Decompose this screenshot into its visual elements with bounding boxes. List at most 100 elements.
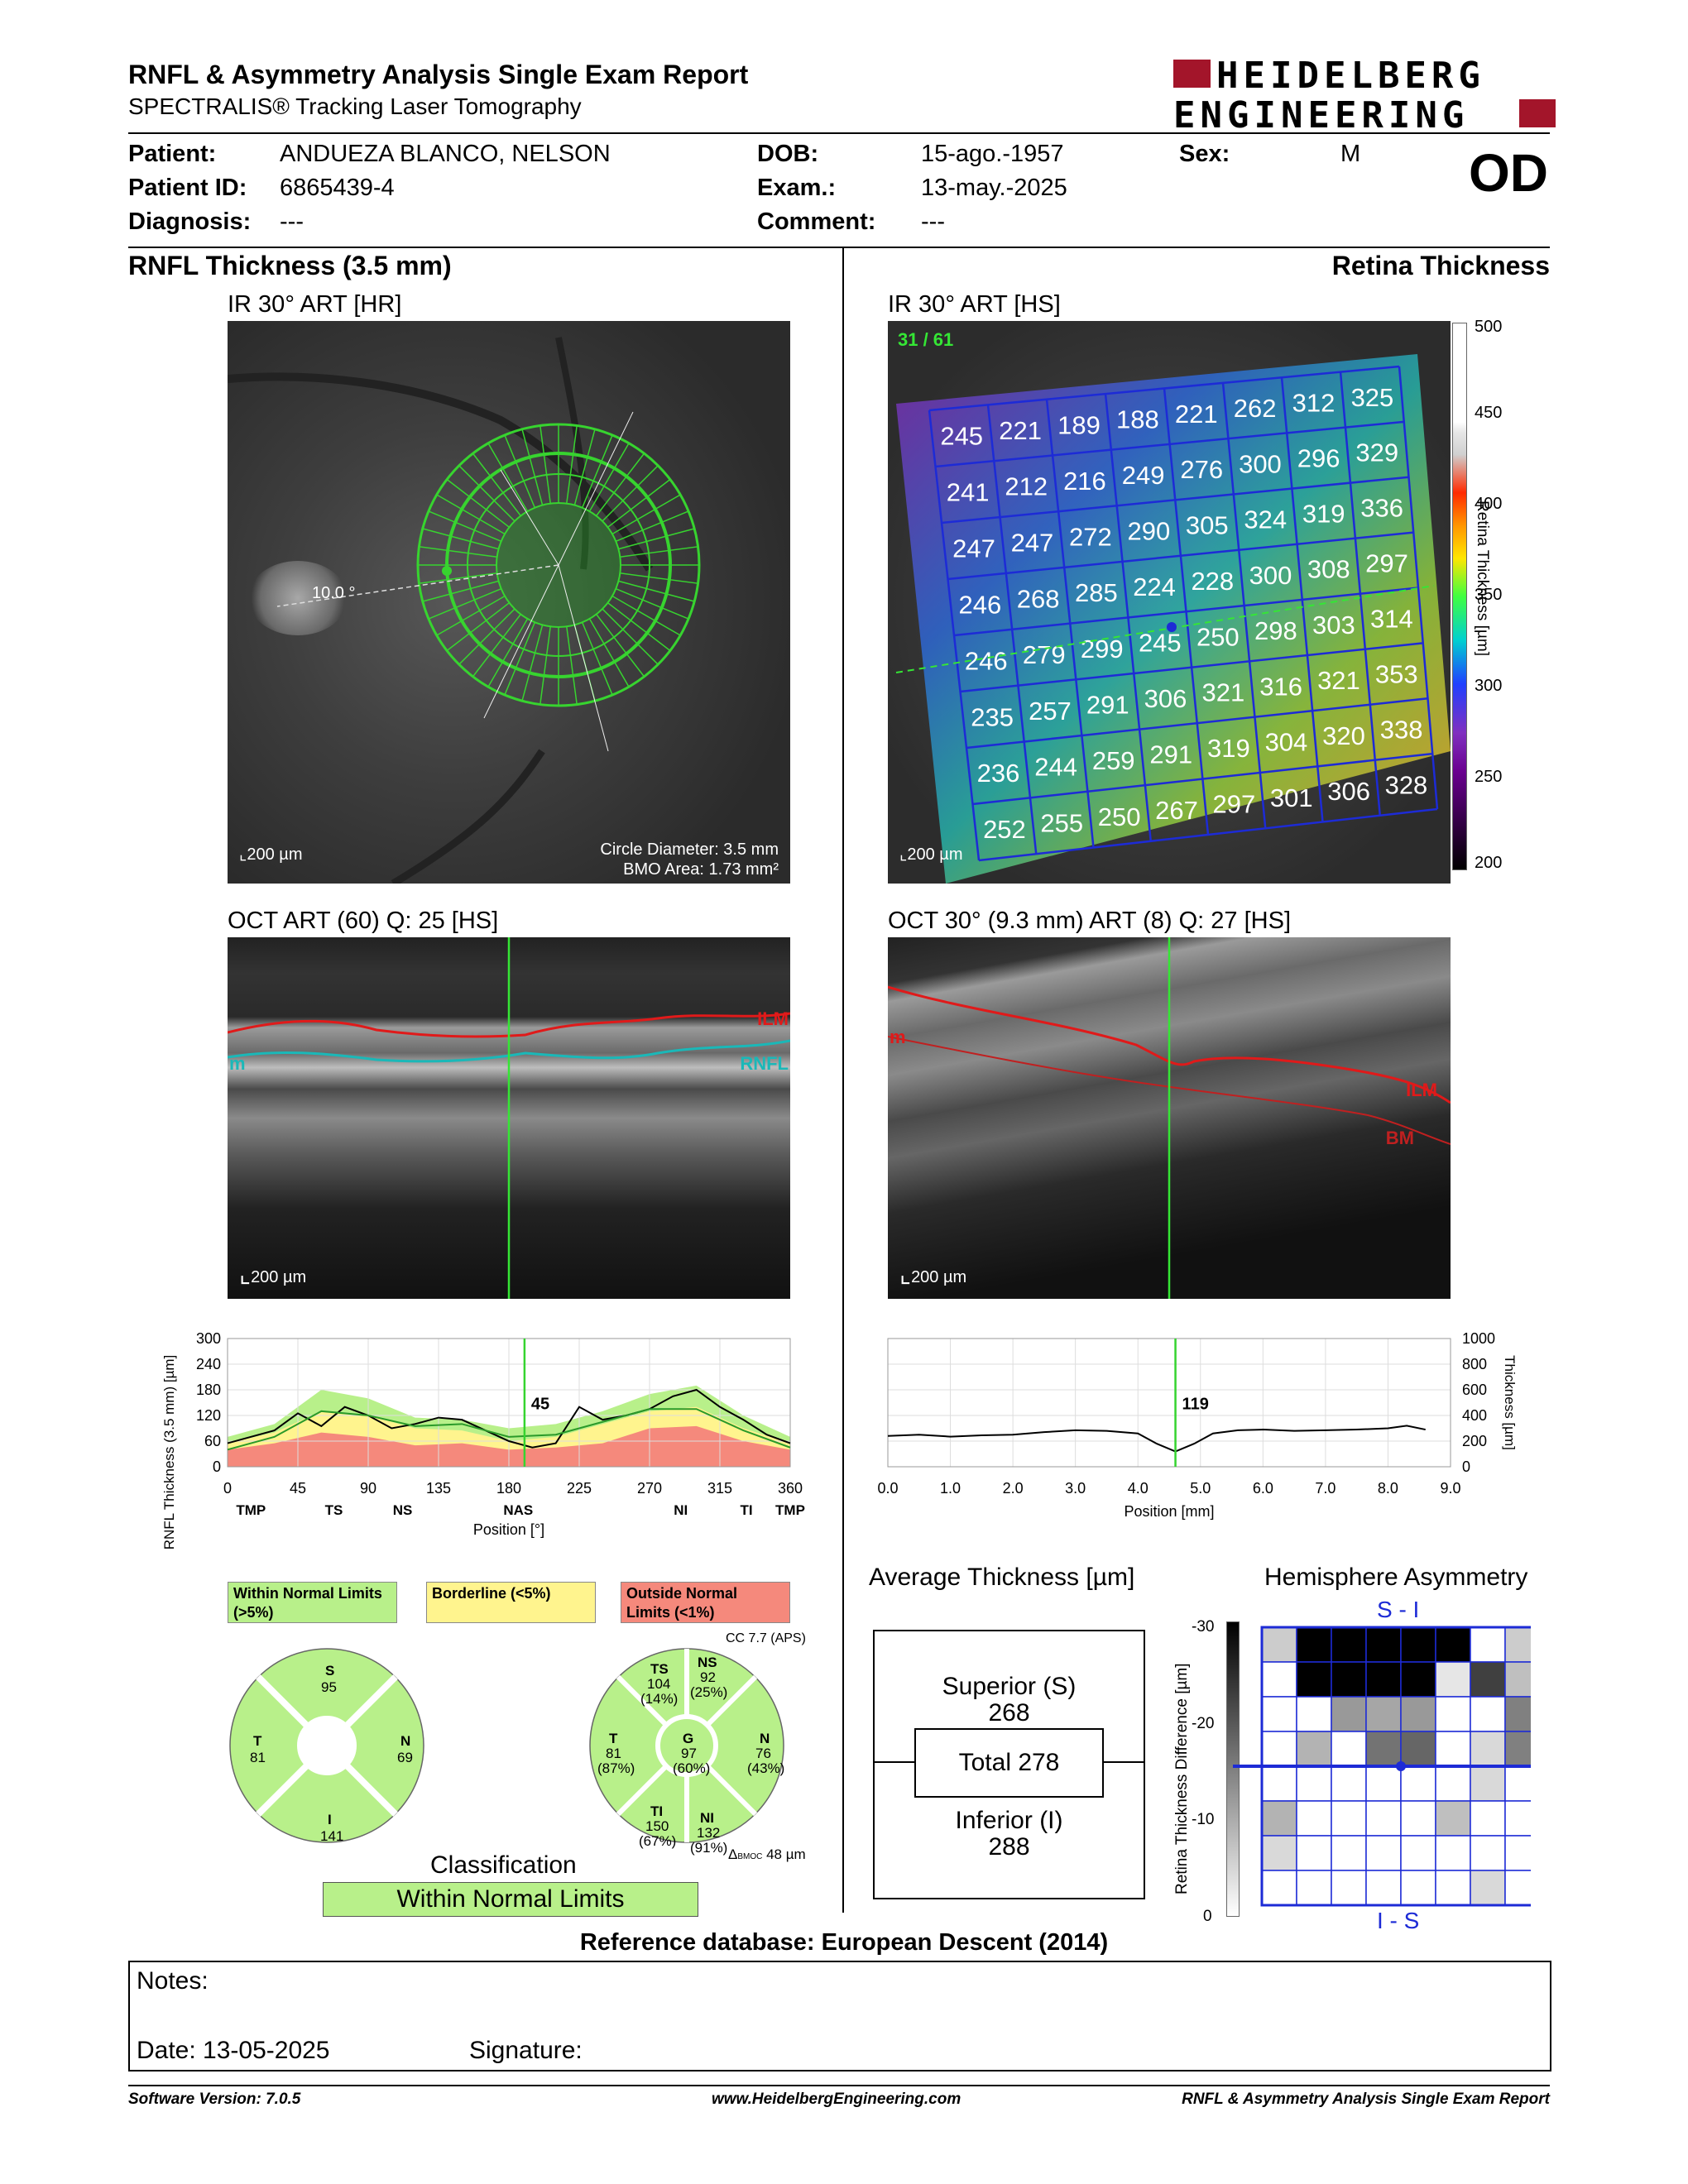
grid-value: 305 [1186,511,1229,540]
asymmetry-cell [1435,1765,1471,1802]
asymmetry-cell [1296,1696,1332,1732]
oct-scan-macula: m ILM BM ⌞200 µm [888,937,1451,1299]
asymmetry-cell [1470,1661,1506,1698]
legend-outside: Outside Normal Limits (<1%) [621,1582,790,1623]
bmo-area: BMO Area: 1.73 mm² [623,860,779,879]
asymmetry-cell [1435,1731,1471,1767]
grid-value: 306 [1144,684,1187,713]
asymmetry-cell [1331,1626,1367,1663]
asymmetry-cell [1470,1800,1506,1837]
report-subtitle: SPECTRALIS® Tracking Laser Tomography [128,93,582,119]
circle-diameter: Circle Diameter: 3.5 mm [600,841,779,859]
grid-value: 285 [1075,578,1118,607]
asymmetry-cell [1331,1800,1367,1837]
y-tick-label: 800 [1462,1356,1487,1372]
asymmetry-cell [1435,1626,1471,1663]
G-pct: (60%) [673,1760,711,1776]
grid-value: 297 [1365,549,1408,578]
grid-value: 321 [1317,666,1360,695]
colorbar-tick: 250 [1475,768,1503,786]
series-line [227,1388,791,1449]
asymmetry-cell [1296,1626,1332,1663]
grid-value: 306 [1327,777,1370,806]
onh-circle-grid [228,337,701,884]
cursor-value: 45 [531,1395,549,1413]
y-tick-label: 1000 [1462,1330,1495,1347]
T-value-detail: 81 [606,1746,621,1761]
asymmetry-cell [1365,1661,1402,1698]
colorbar-tick: 350 [1475,586,1503,604]
asymmetry-scale-tick: -30 [1192,1618,1215,1636]
colorbar-tick: 450 [1475,404,1503,422]
asymmetry-cell [1331,1661,1367,1698]
colorbar-tick: 400 [1475,495,1503,513]
G-value: 97 [681,1746,697,1761]
asymmetry-cell [1400,1765,1436,1802]
grid-value: 246 [959,590,1002,619]
classification-title: Classification [430,1851,577,1879]
eye-label: OD [1469,143,1548,203]
x-tick-label: 3.0 [1065,1480,1086,1497]
retina-thickness-chart: 0 200 400 600 800 1000 0.0 1.0 2.0 3.0 4.0 5.0 6.0 7.… [877,1330,1518,1520]
bmoc-label: ΔBMOC 48 µm [728,1846,806,1862]
oct-bm-label: BM [1385,1128,1414,1148]
NI-label: NI [700,1810,714,1826]
asymmetry-cell [1400,1661,1436,1698]
grid-value: 319 [1207,734,1250,763]
patient-id-label: Patient ID: [128,175,247,201]
asymmetry-cell [1504,1765,1531,1802]
grid-value: 267 [1155,796,1198,825]
sector-label: TS [325,1502,343,1518]
x-axis-label: Position [°] [473,1521,544,1538]
asymmetry-cell [1504,1661,1531,1698]
x-tick-label: 0.0 [877,1480,898,1497]
grid-value: 319 [1302,500,1345,529]
grid-value: 314 [1370,605,1413,634]
asymmetry-cell [1400,1870,1436,1906]
NS-pct: (25%) [690,1684,728,1700]
x-tick-label: 135 [426,1480,451,1497]
N-label-detail: N [760,1731,770,1746]
asymmetry-cell [1331,1696,1367,1732]
asymmetry-cell [1504,1800,1531,1837]
scale-bar-ir-left: ⌞200 µm [239,845,303,864]
grid-value: 336 [1360,494,1403,523]
asymmetry-cell [1470,1696,1506,1732]
asymmetry-cell [1365,1835,1402,1871]
x-tick-label: 0 [223,1480,232,1497]
asymmetry-scale-tick: -10 [1192,1811,1215,1828]
y-tick-label: 240 [196,1356,221,1372]
y-tick-label: 180 [196,1382,221,1398]
x-tick-label: 360 [778,1480,803,1497]
asymmetry-cell [1400,1800,1436,1837]
grid-value: 250 [1098,802,1141,831]
asymmetry-cell [1470,1731,1506,1767]
N-pct-detail: (43%) [747,1760,785,1776]
colorbar-tick: 200 [1475,854,1503,872]
sector-N-label: N [400,1733,411,1749]
left-oct-title: OCT ART (60) Q: 25 [HS] [228,908,499,934]
scan-counter: 31 / 61 [898,329,954,350]
website-link[interactable]: www.HeidelbergEngineering.com [712,2091,961,2108]
T-label-detail: T [609,1731,618,1746]
grid-value: 300 [1249,561,1292,590]
x-tick-label: 225 [567,1480,592,1497]
asymmetry-cell [1400,1696,1436,1732]
right-section-title: Retina Thickness [1331,251,1550,280]
report-title: RNFL & Asymmetry Analysis Single Exam Re… [128,60,749,89]
sex-value: M [1340,141,1361,167]
sector-label: TI [741,1502,753,1518]
grid-value: 259 [1092,746,1135,775]
oct-scan-circle: ILM RNFL m ⌞200 µm [228,937,790,1299]
fundus-image-onh: 10.0 ° ⌞200 µm Circle Diameter: 3.5 mm B… [228,321,790,884]
signature-label: Signature: [469,2037,583,2064]
left-section-title: RNFL Thickness (3.5 mm) [128,251,452,280]
TI-label: TI [650,1803,664,1819]
patient-id: 6865439-4 [280,175,395,201]
notes-box[interactable]: Notes: Date: 13-05-2025 Signature: [128,1961,1551,2071]
x-tick-label: 2.0 [1003,1480,1024,1497]
G-label: G [683,1731,694,1746]
x-tick-label: 90 [360,1480,376,1497]
asymmetry-cell [1261,1626,1297,1663]
diagnosis-label: Diagnosis: [128,208,252,235]
